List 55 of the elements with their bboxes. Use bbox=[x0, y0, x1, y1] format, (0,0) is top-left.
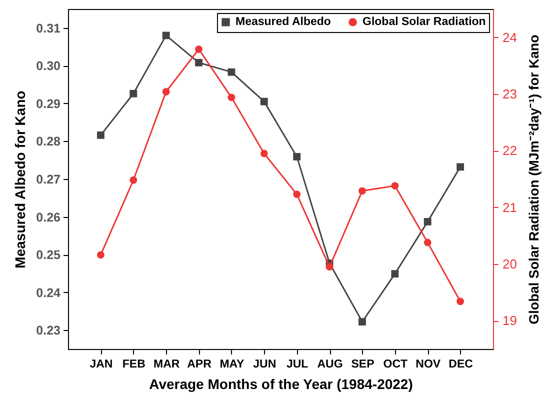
point bbox=[358, 318, 366, 326]
point bbox=[162, 32, 170, 40]
y-tick-label: 0.25 bbox=[36, 248, 61, 262]
x-tick-label: OCT bbox=[383, 358, 408, 370]
x-tick-label: DEC bbox=[448, 358, 473, 370]
x-tick-label: JAN bbox=[90, 358, 113, 370]
x-tick-label: JUL bbox=[286, 358, 308, 370]
y-tick-label: 0.29 bbox=[36, 96, 61, 111]
point bbox=[260, 150, 268, 158]
point bbox=[96, 251, 104, 259]
point bbox=[130, 90, 138, 98]
point bbox=[424, 218, 432, 226]
y2-tick-label: 22 bbox=[502, 143, 517, 158]
x-axis-title: Average Months of the Year (1984-2022) bbox=[149, 376, 413, 392]
y2-tick-label: 23 bbox=[502, 86, 517, 102]
point bbox=[260, 98, 268, 106]
x-tick-label: FEB bbox=[122, 358, 146, 370]
x-tick-label: AUG bbox=[317, 358, 343, 370]
y2-tick-label: 24 bbox=[502, 30, 517, 45]
legend-label: Global Solar Radiation bbox=[362, 16, 486, 28]
point bbox=[162, 88, 170, 96]
point bbox=[228, 68, 236, 76]
point bbox=[195, 46, 202, 53]
point bbox=[391, 182, 399, 190]
point bbox=[195, 58, 202, 66]
point bbox=[424, 238, 432, 246]
x-tick-label: JUN bbox=[253, 358, 276, 370]
x-tick-label: APR bbox=[187, 358, 212, 370]
x-tick-label: SEP bbox=[351, 358, 375, 370]
x-tick-label: MAR bbox=[153, 358, 180, 370]
x-tick-label: NOV bbox=[416, 358, 441, 370]
y-axis-title: Measured Albedo for Kano bbox=[12, 90, 28, 268]
y-tick-label: 0.28 bbox=[36, 134, 61, 149]
y2-tick-label: 21 bbox=[502, 200, 517, 215]
y-tick-label: 0.26 bbox=[36, 210, 61, 224]
y-tick-label: 0.24 bbox=[36, 286, 61, 300]
y2-tick-label: 19 bbox=[502, 313, 517, 328]
point bbox=[130, 176, 138, 184]
legend-label: Measured Albedo bbox=[236, 16, 331, 28]
point bbox=[96, 131, 104, 139]
point bbox=[456, 163, 464, 171]
point bbox=[228, 94, 236, 102]
x-tick-label: MAY bbox=[220, 358, 245, 370]
y-tick-label: 0.23 bbox=[36, 324, 61, 338]
y2-tick-label: 20 bbox=[502, 256, 517, 272]
point bbox=[358, 187, 366, 195]
point bbox=[456, 298, 464, 306]
point bbox=[293, 190, 301, 198]
point bbox=[293, 153, 301, 160]
y2-axis-title: Global Solar Radiation (MJm⁻²day⁻¹) for Kano bbox=[526, 34, 542, 324]
y-tick-label: 0.27 bbox=[36, 172, 61, 186]
y-tick-label: 0.31 bbox=[36, 21, 61, 36]
y-tick-label: 0.30 bbox=[36, 59, 61, 74]
point bbox=[391, 270, 399, 278]
point bbox=[326, 263, 334, 271]
